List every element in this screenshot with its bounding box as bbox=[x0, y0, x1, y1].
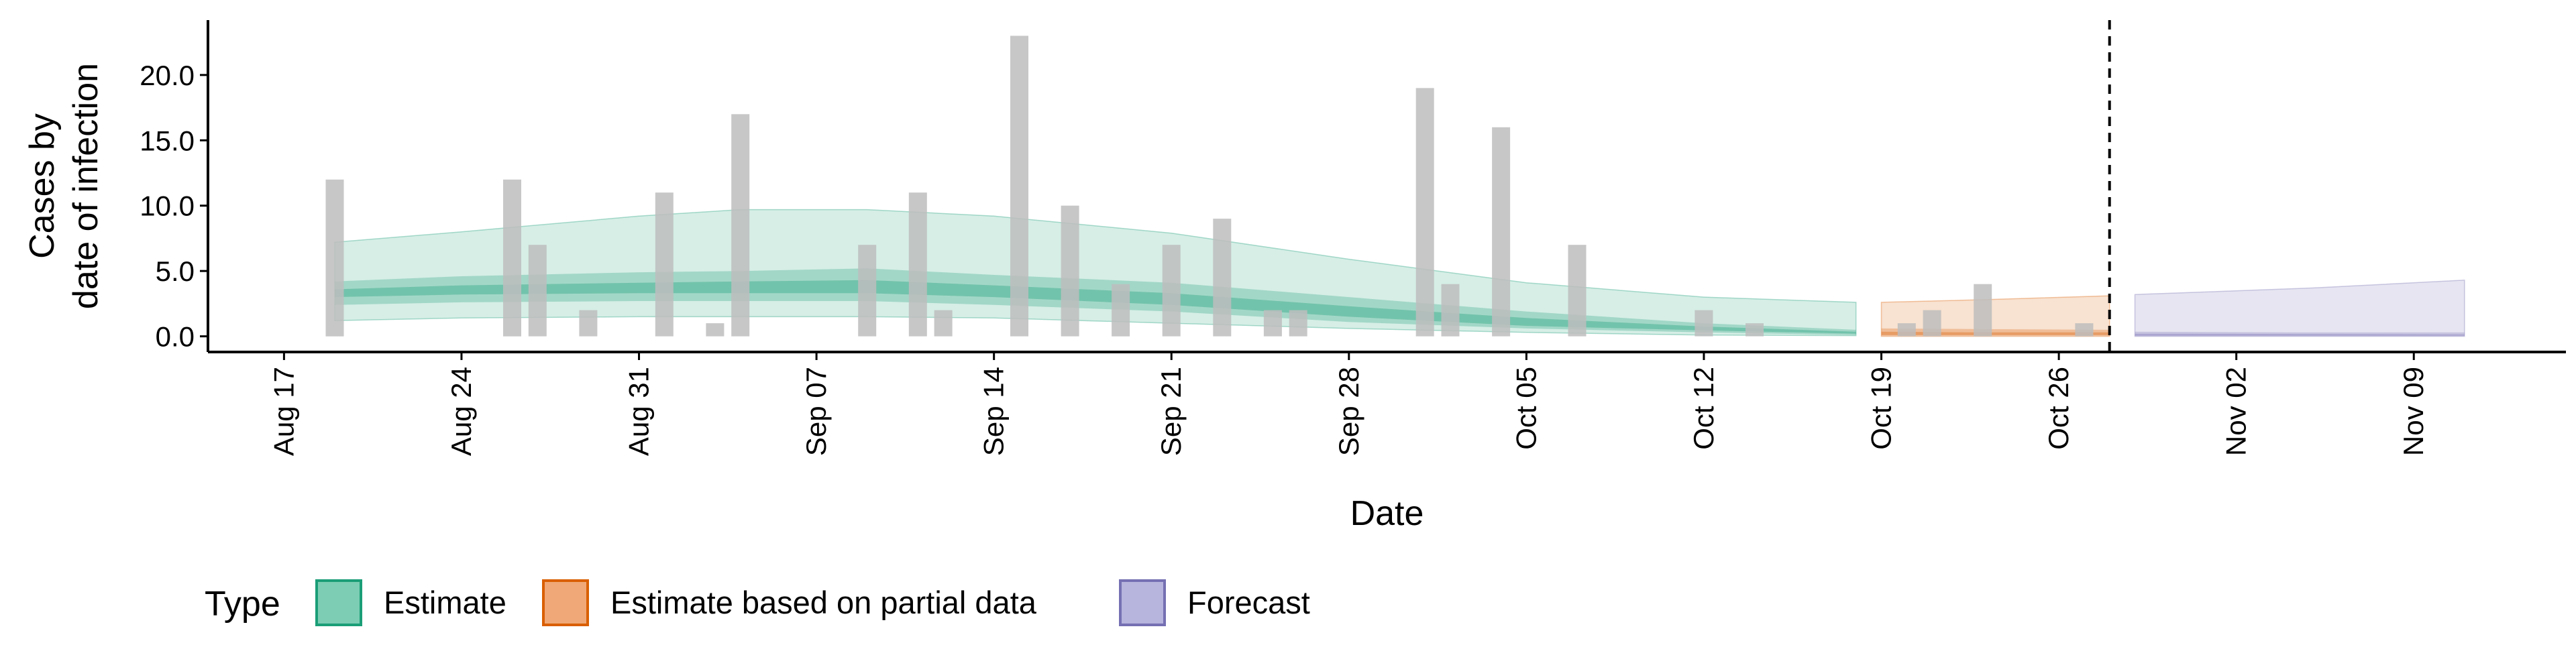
x-tick-label: Oct 19 bbox=[1866, 367, 1897, 450]
x-axis-title: Date bbox=[1350, 494, 1424, 533]
observed-case-bar bbox=[1289, 310, 1307, 337]
observed-case-bar bbox=[908, 192, 927, 337]
observed-case-bar bbox=[1162, 245, 1181, 337]
legend-label-forecast: Forecast bbox=[1187, 585, 1310, 620]
observed-case-bar bbox=[1974, 284, 1992, 337]
legend-swatch-estimate bbox=[315, 579, 362, 626]
x-tick-label: Oct 26 bbox=[2043, 367, 2074, 450]
x-tick-label: Nov 09 bbox=[2398, 367, 2429, 456]
observed-case-bar bbox=[858, 245, 877, 337]
legend-swatch-forecast bbox=[1119, 579, 1166, 626]
x-tick-label: Sep 21 bbox=[1155, 367, 1187, 456]
observed-case-bar bbox=[1897, 323, 1916, 337]
series-forecast-band-90 bbox=[2134, 280, 2465, 337]
legend-label-partial: Estimate based on partial data bbox=[610, 585, 1037, 620]
observed-case-bar bbox=[731, 114, 750, 337]
y-tick-label: 20.0 bbox=[140, 60, 195, 91]
series-forecast-band-20 bbox=[2135, 333, 2465, 336]
series-estimate-band-20 bbox=[335, 280, 1856, 334]
observed-case-bar bbox=[1010, 36, 1028, 337]
observed-case-bar bbox=[1415, 88, 1434, 337]
y-tick-label: 0.0 bbox=[156, 321, 195, 353]
y-tick-label: 10.0 bbox=[140, 190, 195, 222]
observed-case-bar bbox=[503, 179, 521, 337]
legend: Type Estimate Estimate based on partial da… bbox=[205, 579, 1310, 626]
observed-case-bar bbox=[706, 323, 724, 337]
axes-layer: 0.0 5.0 10.0 15.0 20.0 Aug 17 Aug 24 Aug 31 Sep … bbox=[23, 20, 2566, 533]
observed-case-bar bbox=[1923, 310, 1941, 337]
observed-case-bar bbox=[528, 245, 547, 337]
x-tick-label: Nov 02 bbox=[2220, 367, 2252, 456]
x-tick-label: Aug 17 bbox=[268, 367, 299, 456]
legend-label-estimate: Estimate bbox=[384, 585, 506, 620]
series-estimate-band-90 bbox=[334, 209, 1857, 337]
observed-case-bar bbox=[325, 179, 344, 337]
x-tick-label: Sep 14 bbox=[978, 367, 1010, 456]
x-tick-label: Aug 31 bbox=[623, 367, 655, 456]
x-tick-label: Sep 28 bbox=[1333, 367, 1364, 456]
x-tick-label: Aug 24 bbox=[445, 367, 477, 456]
observed-case-bar bbox=[934, 310, 953, 337]
observed-case-bar bbox=[2075, 323, 2094, 337]
observed-case-bar bbox=[579, 310, 598, 337]
observed-case-bar bbox=[1112, 284, 1130, 337]
observed-case-bar bbox=[1061, 205, 1079, 337]
y-axis-title-line: date of infection bbox=[66, 63, 105, 309]
observed-case-bar bbox=[655, 192, 674, 337]
observed-case-bar bbox=[1441, 284, 1460, 337]
series-forecast-band-50 bbox=[2135, 331, 2465, 337]
observed-case-bar bbox=[1213, 219, 1232, 337]
x-tick-label: Oct 05 bbox=[1510, 367, 1542, 450]
estimate-bands-layer bbox=[334, 209, 2465, 337]
x-tick-label: Oct 12 bbox=[1688, 367, 1719, 450]
observed-cases-bars-layer bbox=[325, 36, 2094, 337]
legend-swatch-partial bbox=[542, 579, 589, 626]
y-tick-label: 5.0 bbox=[156, 255, 195, 287]
observed-case-bar bbox=[1263, 310, 1282, 337]
observed-case-bar bbox=[1492, 127, 1511, 337]
legend-title: Type bbox=[205, 585, 280, 624]
observed-case-bar bbox=[1746, 323, 1764, 337]
observed-case-bar bbox=[1695, 310, 1713, 337]
x-tick-label: Sep 07 bbox=[800, 367, 832, 456]
series-estimate-band-50 bbox=[335, 268, 1856, 335]
y-tick-label: 15.0 bbox=[140, 125, 195, 156]
observed-case-bar bbox=[1568, 245, 1587, 337]
y-axis-title: Cases by date of infection bbox=[23, 63, 105, 309]
y-axis-title-line: Cases by bbox=[23, 113, 62, 259]
